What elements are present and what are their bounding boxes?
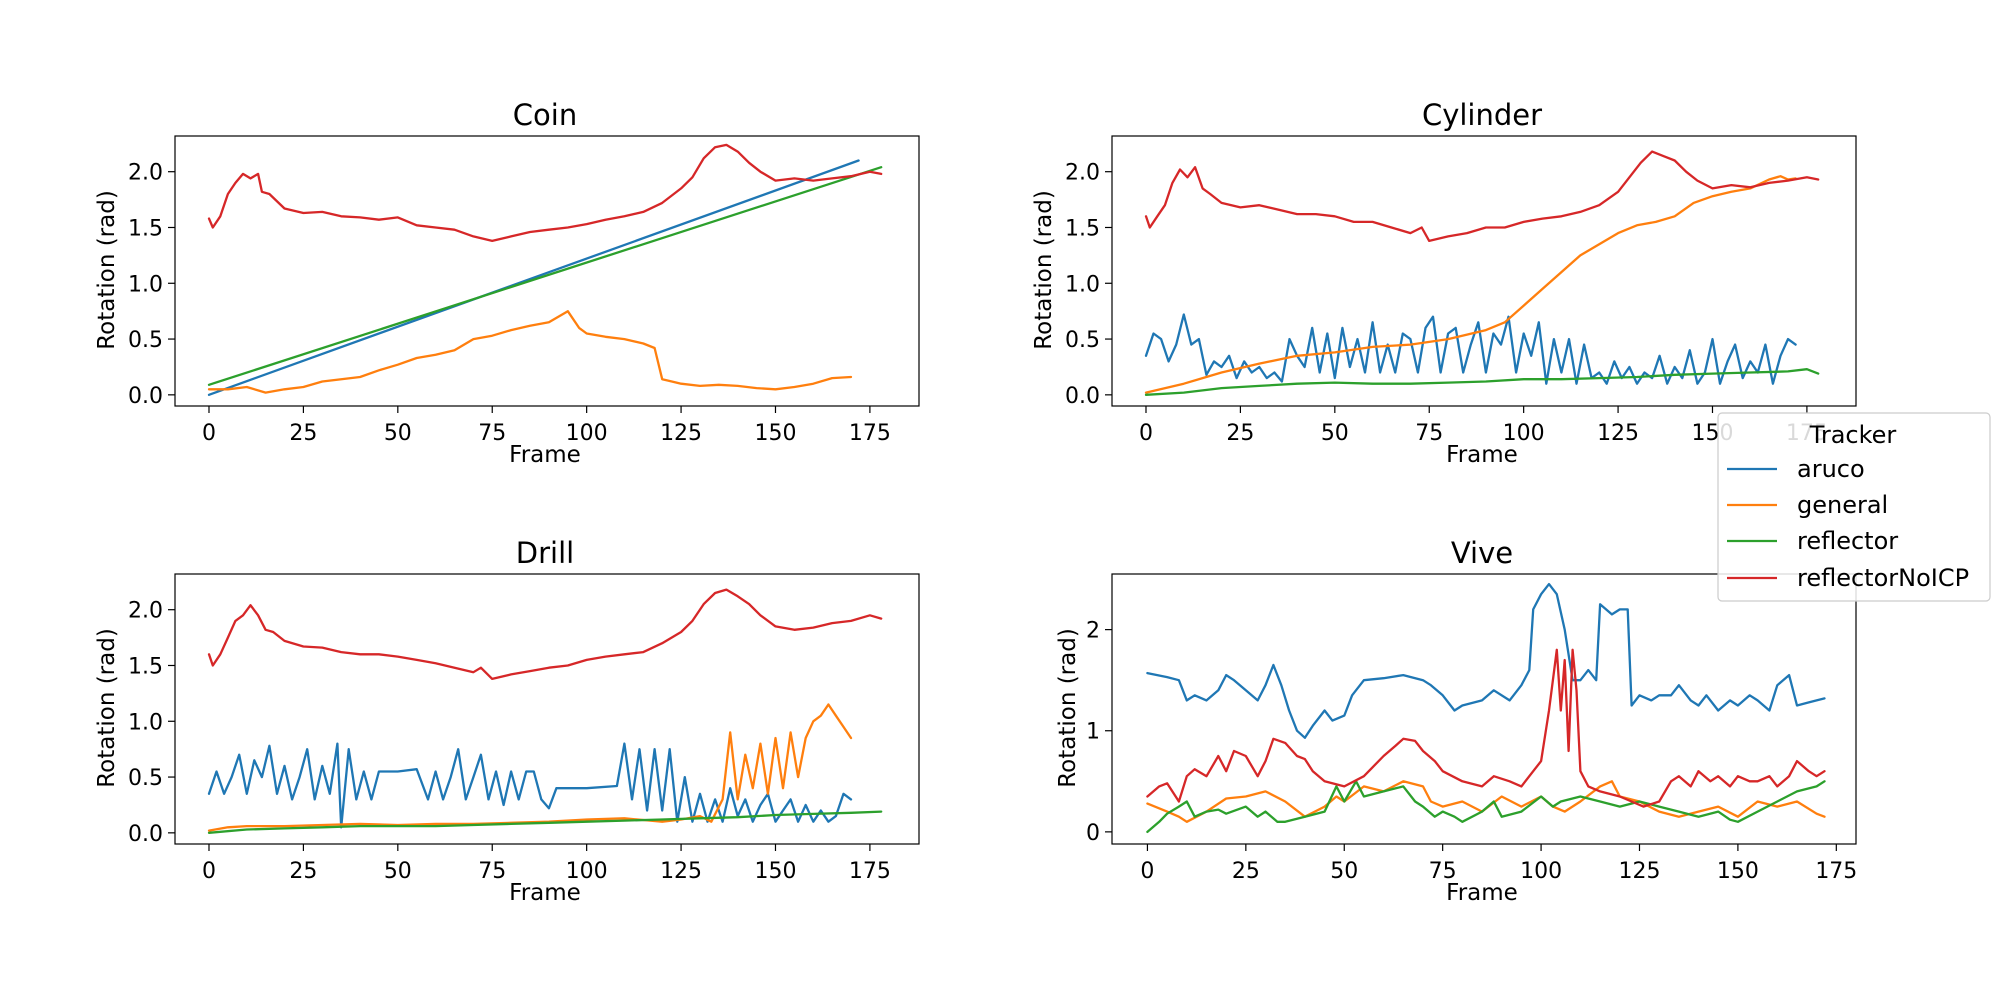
panel-title: Drill bbox=[516, 536, 574, 570]
x-tick-label: 50 bbox=[384, 859, 412, 884]
y-tick-label: 1.0 bbox=[128, 272, 163, 297]
legend-label-reflectornoicp: reflectorNoICP bbox=[1797, 564, 1969, 592]
series-line-reflectornoicp bbox=[1144, 150, 1820, 243]
x-tick-label: 25 bbox=[1226, 421, 1254, 446]
x-axis-label: Frame bbox=[509, 880, 581, 906]
y-tick-label: 0.0 bbox=[128, 384, 163, 409]
panel-vive: Vive Frame Rotation (rad) 0 25 50 75 100 125 1… bbox=[1055, 536, 1857, 906]
x-tick-label: 50 bbox=[384, 421, 412, 446]
series-line-reflector bbox=[1146, 780, 1826, 834]
y-tick-label: 0.5 bbox=[128, 766, 163, 791]
axes-frame bbox=[1111, 573, 1857, 845]
x-tick-label: 25 bbox=[1232, 859, 1260, 884]
panel-title: Vive bbox=[1451, 536, 1513, 570]
x-tick-label: 100 bbox=[566, 421, 608, 446]
x-tick-label: 175 bbox=[1815, 859, 1857, 884]
x-tick-label: 125 bbox=[660, 421, 702, 446]
y-tick-label: 0.5 bbox=[1065, 328, 1100, 353]
panel-drill: Drill Frame Rotation (rad) 0 25 50 75 100 125… bbox=[94, 536, 920, 906]
x-tick-label: 50 bbox=[1330, 859, 1358, 884]
y-tick-label: 1.0 bbox=[1065, 272, 1100, 297]
x-tick-label: 150 bbox=[754, 859, 796, 884]
y-axis-label: Rotation (rad) bbox=[1031, 190, 1057, 350]
x-tick-label: 0 bbox=[202, 859, 216, 884]
series-line-aruco bbox=[1144, 313, 1797, 385]
y-tick-label: 0.0 bbox=[1065, 384, 1100, 409]
x-tick-label: 75 bbox=[478, 859, 506, 884]
x-tick-label: 100 bbox=[1520, 859, 1562, 884]
x-tick-label: 125 bbox=[660, 859, 702, 884]
x-tick-label: 175 bbox=[849, 421, 891, 446]
x-tick-label: 0 bbox=[1139, 421, 1153, 446]
legend: Tracker aruco general reflector reflecto… bbox=[1717, 412, 1991, 602]
legend-frame bbox=[1717, 412, 1991, 602]
x-tick-label: 100 bbox=[1503, 421, 1545, 446]
series-line-reflectornoicp bbox=[207, 588, 883, 681]
series-line-reflector bbox=[207, 810, 883, 834]
panel-coin: Coin Frame Rotation (rad) 0 25 50 75 100 125 1… bbox=[94, 98, 920, 468]
y-tick-label: 2.0 bbox=[128, 599, 163, 624]
y-axis-label: Rotation (rad) bbox=[94, 628, 120, 788]
x-tick-label: 75 bbox=[1415, 421, 1443, 446]
y-tick-label: 1.0 bbox=[128, 710, 163, 735]
x-tick-label: 25 bbox=[289, 859, 317, 884]
legend-label-aruco: aruco bbox=[1797, 455, 1865, 483]
x-tick-label: 0 bbox=[1140, 859, 1154, 884]
y-tick-label: 2 bbox=[1086, 619, 1100, 644]
legend-title: Tracker bbox=[1809, 421, 1897, 449]
y-axis-label: Rotation (rad) bbox=[94, 190, 120, 350]
series-line-general bbox=[1144, 175, 1797, 394]
x-tick-label: 25 bbox=[289, 421, 317, 446]
x-axis-label: Frame bbox=[1446, 880, 1518, 906]
x-tick-label: 0 bbox=[202, 421, 216, 446]
panel-cylinder: Cylinder Frame Rotation (rad) 0 25 50 75 100… bbox=[1031, 98, 1857, 468]
series-line-aruco bbox=[207, 159, 860, 396]
series-line-aruco bbox=[1146, 582, 1826, 739]
x-tick-label: 150 bbox=[754, 421, 796, 446]
y-tick-label: 1.5 bbox=[1065, 216, 1100, 241]
y-tick-label: 1.5 bbox=[128, 216, 163, 241]
axes-frame bbox=[174, 573, 920, 845]
series-line-reflector bbox=[1144, 368, 1820, 396]
series-line-reflectornoicp bbox=[1146, 648, 1826, 808]
y-tick-label: 1.5 bbox=[128, 654, 163, 679]
axes-frame bbox=[174, 135, 920, 407]
axes-frame bbox=[1111, 135, 1857, 407]
legend-label-reflector: reflector bbox=[1797, 527, 1898, 555]
x-tick-label: 50 bbox=[1321, 421, 1349, 446]
x-tick-label: 125 bbox=[1618, 859, 1660, 884]
x-tick-label: 125 bbox=[1597, 421, 1639, 446]
y-tick-label: 0.5 bbox=[128, 328, 163, 353]
x-tick-label: 150 bbox=[1717, 859, 1759, 884]
series-line-reflectornoicp bbox=[207, 143, 883, 243]
x-axis-label: Frame bbox=[1446, 442, 1518, 468]
x-tick-label: 75 bbox=[478, 421, 506, 446]
panel-title: Cylinder bbox=[1422, 98, 1542, 132]
y-tick-label: 0.0 bbox=[128, 822, 163, 847]
series-line-general bbox=[207, 703, 853, 832]
y-tick-label: 1 bbox=[1086, 720, 1100, 745]
y-tick-label: 0 bbox=[1086, 821, 1100, 846]
y-tick-label: 2.0 bbox=[128, 161, 163, 186]
series-line-general bbox=[207, 310, 853, 394]
legend-label-general: general bbox=[1797, 491, 1888, 519]
x-tick-label: 175 bbox=[849, 859, 891, 884]
y-tick-label: 2.0 bbox=[1065, 161, 1100, 186]
series-line-reflector bbox=[207, 166, 883, 386]
panel-title: Coin bbox=[513, 98, 577, 132]
y-axis-label: Rotation (rad) bbox=[1055, 628, 1081, 788]
x-tick-label: 75 bbox=[1429, 859, 1457, 884]
x-tick-label: 100 bbox=[566, 859, 608, 884]
x-axis-label: Frame bbox=[509, 442, 581, 468]
